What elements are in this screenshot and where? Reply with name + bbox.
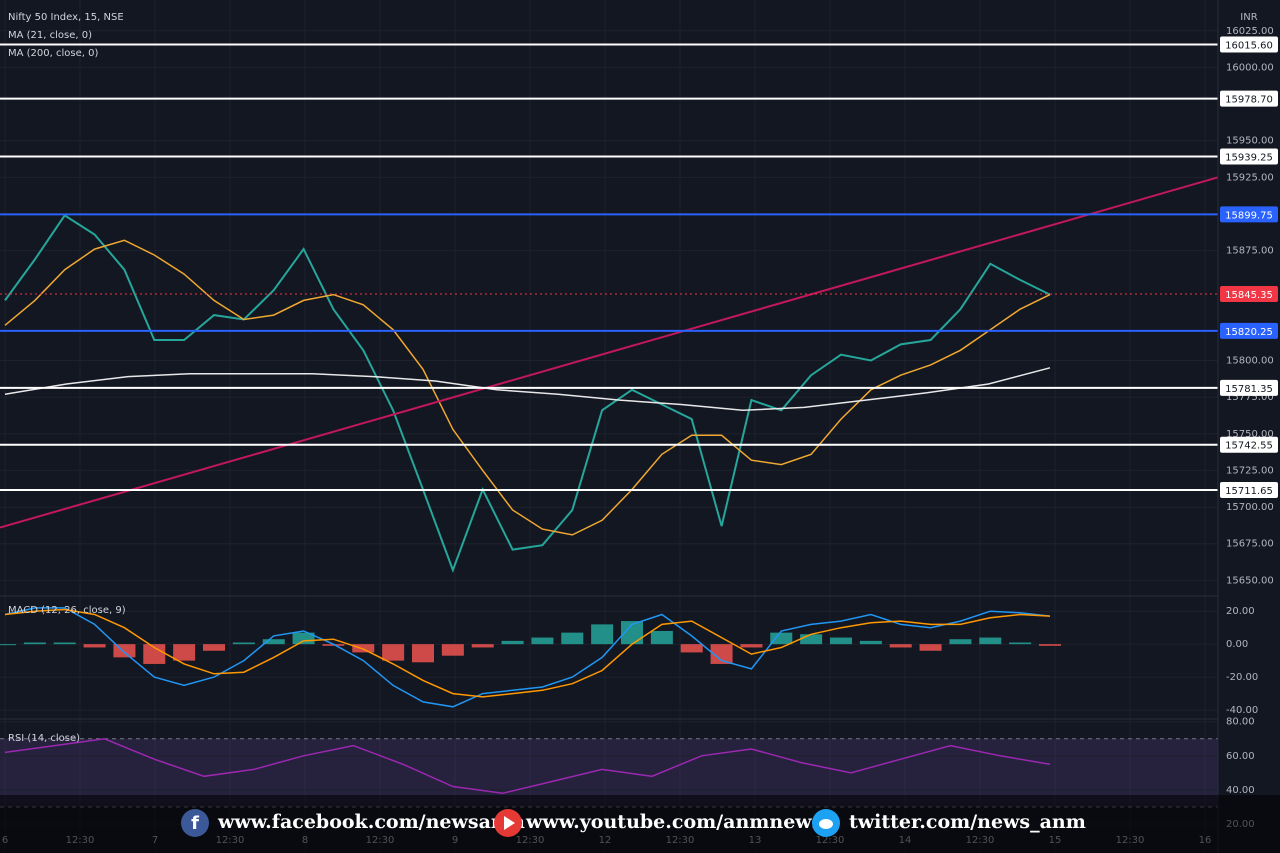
histogram-bar bbox=[650, 630, 673, 645]
histogram-bar bbox=[1009, 642, 1032, 645]
y-tick-label: 15950.00 bbox=[1226, 136, 1274, 147]
series-line bbox=[4, 367, 1051, 412]
histogram-bar bbox=[859, 640, 882, 645]
histogram-bar bbox=[621, 621, 643, 645]
y-tick-label: 16025.00 bbox=[1226, 26, 1274, 37]
currency-label: INR bbox=[1240, 12, 1257, 23]
histogram-bar bbox=[501, 640, 524, 645]
level-label: 15978.70 bbox=[1225, 95, 1273, 106]
histogram-bar bbox=[0, 644, 16, 646]
histogram-bar bbox=[203, 644, 225, 651]
ma200-legend: MA (200, close, 0) bbox=[8, 48, 98, 59]
trendline bbox=[0, 176, 1219, 529]
facebook-link[interactable]: www.facebook.com/newsanm bbox=[217, 811, 525, 833]
histogram-bar bbox=[531, 637, 554, 645]
histogram-bar bbox=[232, 642, 255, 645]
histogram-bar bbox=[1039, 644, 1061, 646]
facebook-icon bbox=[181, 809, 209, 837]
level-label-box bbox=[1220, 206, 1278, 223]
footer: f www.facebook.com/newsanm www.youtube.c… bbox=[0, 795, 1280, 853]
level-label: 15742.55 bbox=[1225, 441, 1273, 452]
y-tick-label: 15750.00 bbox=[1226, 429, 1274, 440]
level-label: 15711.65 bbox=[1225, 486, 1273, 497]
level-label: 16015.60 bbox=[1225, 41, 1273, 52]
y-tick-label: 0.00 bbox=[1226, 639, 1248, 650]
symbol-title: Nifty 50 Index, 15, NSE bbox=[8, 12, 124, 23]
level-label-box bbox=[1220, 436, 1278, 453]
series-line bbox=[4, 738, 1051, 795]
y-tick-label: 15925.00 bbox=[1226, 172, 1274, 183]
histogram-bar bbox=[412, 644, 434, 663]
histogram-bar bbox=[561, 632, 584, 645]
histogram-bar bbox=[680, 644, 703, 653]
facebook-glyph: f bbox=[191, 813, 199, 834]
level-label-box bbox=[1220, 481, 1278, 498]
ma21-legend: MA (21, close, 0) bbox=[8, 30, 92, 41]
y-tick-label: 15775.00 bbox=[1226, 392, 1274, 403]
y-tick-label: 15875.00 bbox=[1226, 246, 1274, 257]
histogram-bar bbox=[471, 644, 494, 648]
histogram-bar bbox=[173, 644, 196, 661]
level-label-box bbox=[1220, 90, 1278, 107]
rsi-title: RSI (14, close) bbox=[8, 733, 80, 744]
y-tick-label: 60.00 bbox=[1226, 751, 1255, 762]
histogram-bar bbox=[352, 644, 375, 653]
level-label-box bbox=[1220, 379, 1278, 396]
twitter-glyph bbox=[819, 819, 833, 829]
level-label: 15899.75 bbox=[1225, 210, 1273, 221]
histogram-bar bbox=[710, 644, 733, 664]
y-tick-label: 15700.00 bbox=[1226, 502, 1274, 513]
histogram-bar bbox=[53, 642, 76, 645]
y-tick-label: 80.00 bbox=[1226, 717, 1255, 728]
histogram-bar bbox=[800, 634, 823, 645]
histogram-bar bbox=[889, 644, 912, 648]
y-tick-label: 15650.00 bbox=[1226, 575, 1274, 586]
histogram-bar bbox=[979, 637, 1002, 645]
twitter-link[interactable]: twitter.com/news_anm bbox=[849, 811, 1086, 833]
y-tick-label: 15675.00 bbox=[1226, 539, 1274, 550]
level-label-box bbox=[1220, 36, 1278, 53]
histogram-bar bbox=[143, 644, 166, 664]
histogram-bar bbox=[441, 644, 464, 656]
youtube-glyph bbox=[504, 816, 515, 830]
series-line bbox=[4, 214, 1051, 573]
y-tick-label: 15725.00 bbox=[1226, 465, 1274, 476]
macd-title: MACD (12, 26, close, 9) bbox=[8, 605, 126, 616]
y-tick-label: 40.00 bbox=[1226, 785, 1255, 796]
histogram-bar bbox=[382, 644, 405, 661]
last-price-box bbox=[1220, 286, 1278, 303]
histogram-bar bbox=[292, 632, 315, 645]
youtube-link[interactable]: www.youtube.com/anmnews bbox=[525, 811, 822, 833]
plots bbox=[0, 43, 1219, 795]
last-price-label: 15845.35 bbox=[1225, 290, 1273, 301]
histogram-bar bbox=[740, 644, 763, 648]
series-line bbox=[4, 608, 1051, 698]
y-tick-label: -40.00 bbox=[1226, 705, 1258, 716]
histogram-bar bbox=[949, 639, 972, 645]
y-tick-label: 20.00 bbox=[1226, 606, 1255, 617]
histogram-bar bbox=[591, 624, 614, 645]
footer-band bbox=[0, 795, 1280, 853]
level-label-box bbox=[1220, 148, 1278, 165]
histogram-bar bbox=[830, 637, 852, 645]
y-tick-label: 16000.00 bbox=[1226, 62, 1274, 73]
series-line bbox=[4, 607, 1051, 708]
histogram-bar bbox=[83, 644, 106, 648]
level-label: 15820.25 bbox=[1225, 327, 1273, 338]
histogram-bar bbox=[919, 644, 942, 651]
y-tick-label: -20.00 bbox=[1226, 672, 1258, 683]
y-tick-label: 15800.00 bbox=[1226, 356, 1274, 367]
histogram-bar bbox=[262, 639, 285, 645]
level-label: 15781.35 bbox=[1225, 384, 1273, 395]
histogram-bar bbox=[770, 632, 793, 645]
level-label: 15939.25 bbox=[1225, 152, 1273, 163]
histogram-bar bbox=[23, 642, 46, 645]
level-label-box bbox=[1220, 322, 1278, 339]
